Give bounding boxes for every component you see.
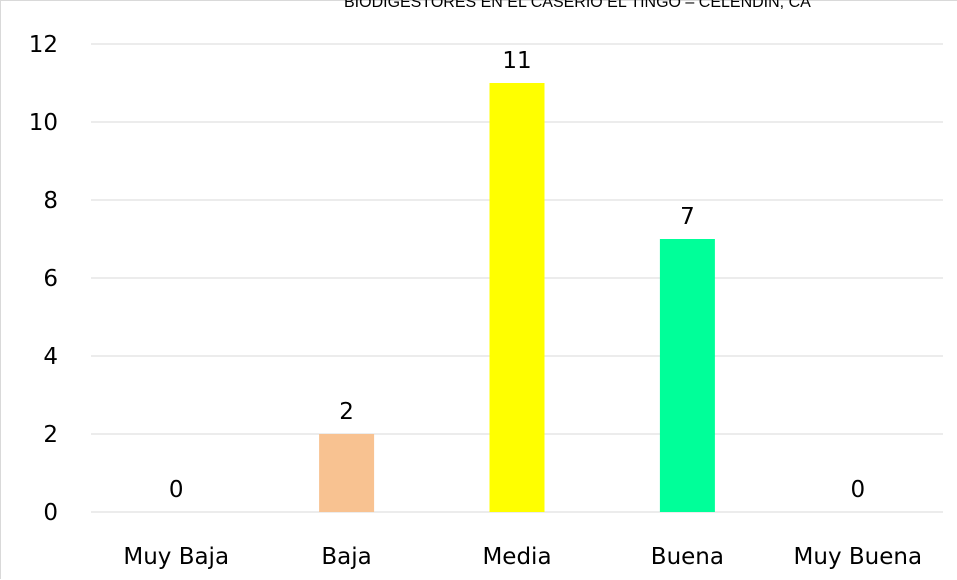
bar-baja (319, 434, 375, 512)
x-category-label: Media (482, 544, 551, 570)
y-tick-label: 10 (29, 110, 58, 136)
data-label: 7 (680, 204, 695, 230)
x-category-label: Muy Buena (794, 544, 923, 570)
y-tick-label: 0 (43, 500, 58, 526)
chart-title: BIODIGESTORES EN EL CASERÍO EL TINGO – C… (344, 0, 811, 11)
x-axis-categories: Muy Baja Baja Media Buena Muy Buena (123, 544, 922, 570)
data-label: 0 (169, 477, 184, 503)
x-category-label: Buena (651, 544, 724, 570)
data-label: 11 (502, 48, 531, 74)
y-tick-label: 4 (43, 344, 58, 370)
x-category-label: Muy Baja (123, 544, 229, 570)
bars (319, 83, 715, 512)
y-tick-label: 2 (43, 422, 58, 448)
y-axis-ticks: 0 2 4 6 8 10 12 (29, 32, 58, 526)
data-labels: 0 2 11 7 0 (169, 48, 865, 503)
bar-media (489, 83, 545, 512)
x-category-label: Baja (321, 544, 371, 570)
y-tick-label: 12 (29, 32, 58, 58)
data-label: 0 (850, 477, 865, 503)
data-label: 2 (339, 399, 354, 425)
y-tick-label: 8 (43, 188, 58, 214)
gridlines (91, 43, 943, 513)
bar-buena (659, 239, 715, 512)
y-tick-label: 6 (43, 266, 58, 292)
